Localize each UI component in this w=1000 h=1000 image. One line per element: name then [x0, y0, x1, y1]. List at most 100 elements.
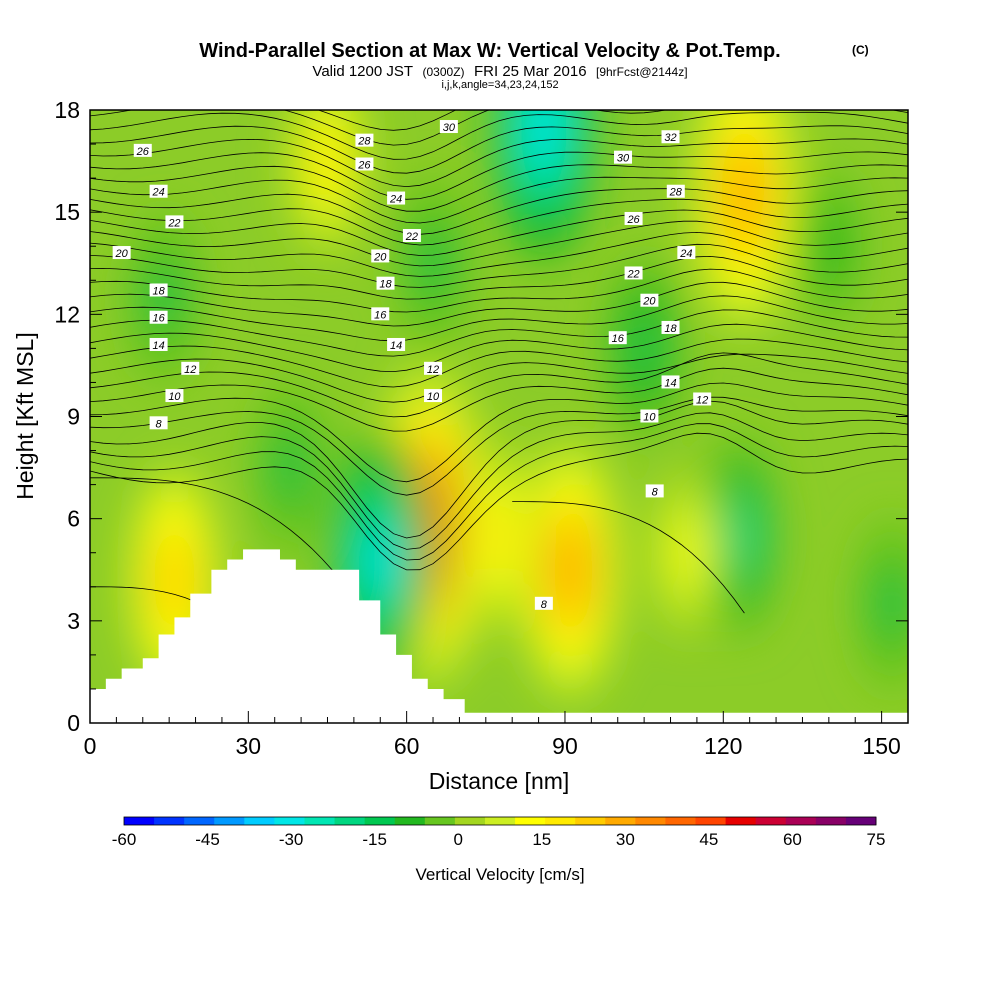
velocity-cell — [878, 574, 906, 633]
theta-isentrope — [90, 382, 908, 483]
theta-label: 16 — [371, 307, 390, 321]
x-tick-label: 120 — [704, 733, 742, 759]
colorbar-swatch — [605, 817, 636, 825]
colorbar-tick-label: 60 — [783, 830, 802, 849]
colorbar-label: Vertical Velocity [cm/s] — [415, 865, 584, 884]
theta-isentrope — [90, 396, 908, 496]
theta-label: 14 — [387, 337, 406, 352]
colorbar-tick-label: -45 — [195, 830, 220, 849]
theta-label-text: 22 — [167, 217, 180, 229]
theta-isentrope — [90, 268, 908, 313]
theta-label-text: 20 — [115, 248, 129, 260]
theta-isentrope — [90, 255, 908, 300]
theta-label: 18 — [376, 276, 395, 291]
theta-isentrope — [90, 198, 908, 246]
colorbar-swatch — [274, 817, 305, 825]
theta-label: 12 — [693, 392, 712, 406]
theta-label: 24 — [387, 191, 406, 206]
theta-label: 32 — [661, 130, 680, 144]
colorbar-tick-label: 45 — [699, 830, 718, 849]
theta-label-text: 8 — [541, 599, 548, 611]
theta-label: 20 — [371, 249, 390, 263]
theta-label-text: 10 — [427, 391, 440, 403]
theta-label-text: 22 — [405, 231, 418, 243]
theta-label: 8 — [534, 596, 553, 611]
colorbar-swatch — [484, 817, 516, 825]
theta-label: 26 — [133, 143, 152, 158]
velocity-cell — [363, 520, 398, 599]
theta-isentrope — [90, 309, 908, 357]
velocity-cell — [553, 530, 588, 610]
terrain-mask — [90, 549, 908, 723]
theta-label-text: 24 — [389, 194, 402, 206]
theta-label: 24 — [149, 184, 168, 199]
colorbar-tick-label: 15 — [532, 830, 551, 849]
theta-label: 22 — [165, 215, 184, 229]
colorbar-swatch — [454, 817, 486, 825]
x-tick-label: 90 — [552, 733, 578, 759]
colorbar-tick-label: 75 — [867, 830, 886, 849]
theta-label: 22 — [402, 229, 421, 243]
chart-subtitle-indices: i,j,k,angle=34,23,24,152 — [441, 79, 558, 91]
subtitle-forecast: [9hrFcst@2144z] — [596, 65, 688, 79]
theta-label-text: 24 — [151, 187, 164, 199]
colorbar-swatch — [214, 817, 245, 825]
theta-label-text: 20 — [373, 251, 387, 263]
theta-isentrope — [90, 400, 908, 539]
theta-isentrope — [90, 367, 908, 432]
theta-label: 28 — [666, 184, 685, 199]
chart-subtitle: Valid 1200 JST (0300Z) FRI 25 Mar 2016 [… — [312, 63, 687, 80]
colorbar-swatch — [394, 817, 426, 825]
colorbar-ticks: -60 -45 -30 -15 0 15 30 45 60 75 — [112, 830, 886, 849]
theta-label-text: 16 — [374, 309, 387, 321]
colorbar-swatch — [424, 817, 456, 825]
theta-label: 18 — [661, 320, 680, 335]
theta-isentrope — [90, 151, 908, 200]
colorbar-swatch — [334, 817, 366, 825]
velocity-cell — [816, 218, 842, 274]
y-tick-label: 0 — [67, 710, 80, 736]
colorbar-swatch — [515, 817, 546, 825]
velocity-cell — [630, 318, 658, 379]
theta-label: 26 — [624, 211, 643, 226]
theta-label-text: 18 — [379, 279, 392, 291]
colorbar-swatch — [635, 817, 666, 825]
theta-contour-labels: 26 24 22 20 18 16 14 12 10 8 28 26 24 22 20 18 16 14 12 10 3… — [112, 120, 712, 611]
x-tick-label: 150 — [862, 733, 900, 759]
theta-isentrope — [90, 231, 908, 277]
theta-label-text: 14 — [152, 340, 164, 352]
velocity-cell — [673, 523, 700, 582]
colorbar-swatch — [695, 817, 727, 825]
theta-label-text: 10 — [643, 412, 656, 424]
theta-label-text: 22 — [626, 268, 639, 280]
colorbar-swatch — [725, 817, 757, 825]
x-tick-label: 30 — [236, 733, 262, 759]
theta-label-text: 30 — [443, 122, 456, 134]
theta-isentrope — [90, 243, 908, 288]
theta-label: 30 — [614, 150, 633, 165]
theta-label: 14 — [661, 375, 680, 389]
theta-label: 10 — [424, 389, 443, 403]
theta-isentrope — [90, 323, 908, 373]
theta-isentrope — [90, 111, 908, 160]
y-tick-label: 18 — [54, 97, 80, 123]
theta-label-text: 18 — [664, 323, 677, 335]
colorbar-swatch — [154, 817, 185, 825]
colorbar-tick-label: -30 — [279, 830, 304, 849]
y-tick-label: 6 — [67, 506, 80, 532]
colorbar — [123, 816, 877, 826]
theta-label-text: 16 — [612, 333, 625, 345]
theta-label: 10 — [165, 389, 184, 403]
chart-title: Wind-Parallel Section at Max W: Vertical… — [199, 40, 780, 62]
colorbar-swatch — [755, 817, 787, 825]
y-axis-label: Height [Kft MSL] — [12, 332, 38, 499]
theta-isentrope — [90, 164, 908, 212]
velocity-cell — [158, 544, 190, 616]
theta-isentrope — [90, 432, 908, 571]
theta-isentrope — [90, 295, 908, 342]
theta-label-text: 12 — [696, 394, 708, 406]
theta-label-text: 26 — [357, 159, 371, 171]
colorbar-swatch — [785, 817, 817, 825]
theta-label: 16 — [149, 310, 168, 325]
